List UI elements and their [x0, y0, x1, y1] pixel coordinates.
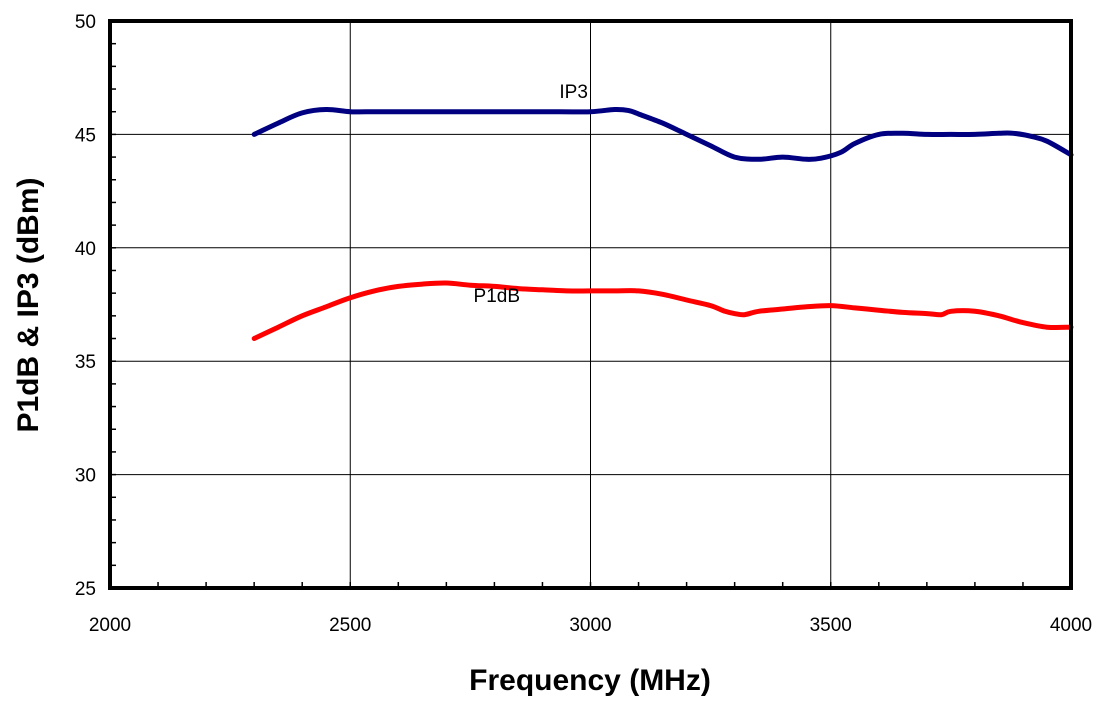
series-labels: IP3 P1dB	[474, 82, 588, 307]
y-tick-label: 30	[75, 466, 96, 487]
y-tick-label: 25	[75, 579, 96, 600]
gridlines	[110, 21, 1071, 588]
x-tick-label: 2500	[329, 615, 371, 636]
y-tick-label: 50	[75, 12, 96, 33]
x-tick-label: 4000	[1050, 615, 1092, 636]
plot-frame	[108, 19, 1073, 590]
series-lines	[251, 106, 1074, 341]
x-tick-label: 2000	[89, 615, 131, 636]
y-axis-title: P1dB & IP3 (dBm)	[12, 177, 45, 432]
y-tick-label: 35	[75, 352, 96, 373]
y-tick-label: 45	[75, 125, 96, 146]
series-label-ip3: IP3	[559, 82, 588, 103]
y-tick-labels: 25 30 35 40 45 50	[75, 12, 96, 600]
x-axis-title: Frequency (MHz)	[469, 664, 711, 697]
y-tick-label: 40	[75, 239, 96, 260]
series-line-p1db	[251, 280, 1074, 341]
x-tick-label: 3500	[810, 615, 852, 636]
x-tick-label: 3000	[569, 615, 611, 636]
x-tick-labels: 2000 2500 3000 3500 4000	[89, 615, 1092, 636]
series-label-p1db: P1dB	[474, 286, 520, 307]
series-line-ip3	[251, 106, 1074, 162]
